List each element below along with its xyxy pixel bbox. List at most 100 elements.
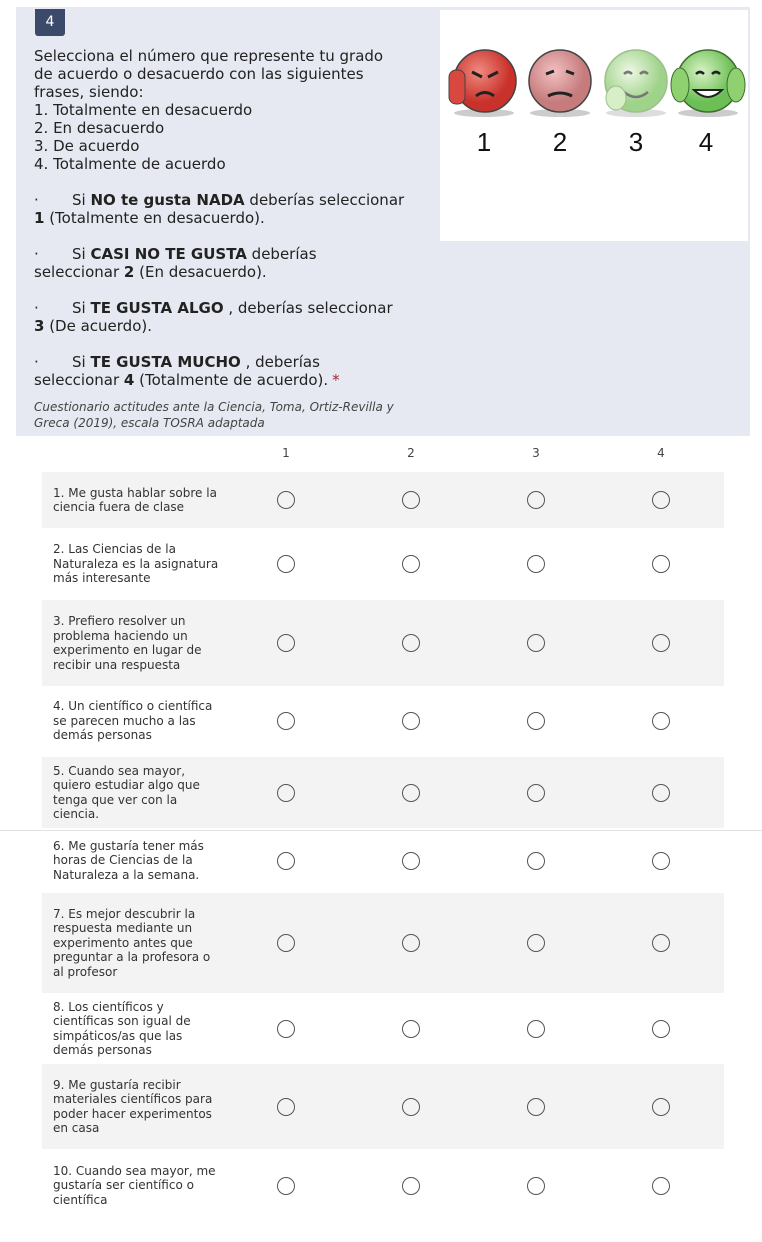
row-label: 5. Cuando sea mayor, quiero estudiar alg…	[53, 763, 200, 822]
case-middle: deberías seleccionar	[244, 191, 405, 209]
matrix-row: 7. Es mejor descubrir la respuesta media…	[42, 893, 724, 993]
case-prefix: Si	[72, 245, 91, 263]
radio-button[interactable]	[277, 1019, 295, 1038]
image-label: 1	[477, 127, 491, 157]
radio-button[interactable]	[277, 1176, 295, 1195]
radio-button[interactable]	[652, 634, 670, 652]
case-prefix: Si	[72, 353, 91, 371]
faces: 1 2 3 4	[448, 49, 746, 157]
question-text: Selecciona el número que represente tu g…	[34, 47, 406, 431]
radio-button[interactable]	[652, 491, 670, 509]
column-header: 1	[282, 446, 290, 460]
radio-button[interactable]	[652, 712, 670, 730]
case-number: 4	[123, 371, 135, 389]
radio-button[interactable]	[402, 491, 420, 509]
case-emphasis: CASI NO TE GUSTA	[90, 245, 247, 263]
matrix-row: 10. Cuando sea mayor, me gustaría ser ci…	[42, 1149, 724, 1222]
case: · Si NO te gusta NADA deberías selecciona…	[34, 191, 406, 227]
radio-button[interactable]	[652, 1176, 670, 1195]
case-suffix: (En desacuerdo).	[134, 263, 267, 281]
radio-button[interactable]	[527, 934, 545, 952]
matrix-row: 8. Los científicos y científicas son igu…	[42, 993, 724, 1064]
row-label: 4. Un científico o científica se parecen…	[53, 699, 213, 743]
face	[448, 49, 517, 117]
radio-button[interactable]	[402, 712, 420, 730]
radio-button[interactable]	[652, 555, 670, 573]
option: 3. De acuerdo	[34, 137, 140, 155]
case: · Si TE GUSTA ALGO , deberías seleccionar…	[34, 299, 406, 335]
matrix-row: 2. Las Ciencias de la Naturaleza es la a…	[42, 529, 724, 599]
radio-button[interactable]	[277, 851, 295, 870]
option: 1. Totalmente en desacuerdo	[34, 101, 253, 119]
radio-button[interactable]	[527, 634, 545, 652]
radio-button[interactable]	[277, 634, 295, 652]
row-label: 1. Me gusta hablar sobre la ciencia fuer…	[53, 485, 217, 515]
radio-button[interactable]	[277, 491, 295, 509]
row-label: 8. Los científicos y científicas son igu…	[53, 999, 191, 1058]
column-header: 4	[657, 446, 665, 460]
radio-button[interactable]	[402, 1176, 420, 1195]
radio-button[interactable]	[277, 555, 295, 573]
row-label: 2. Las Ciencias de la Naturaleza es la a…	[53, 542, 219, 586]
question-number: 4	[35, 9, 65, 36]
case-emphasis: TE GUSTA ALGO	[90, 299, 224, 317]
image-label: 4	[699, 127, 713, 157]
case-middle: deberías seleccionar	[34, 245, 317, 281]
cases: · Si NO te gusta NADA deberías selecciona…	[34, 191, 406, 389]
radio-button[interactable]	[652, 1097, 670, 1116]
citation: Cuestionario actitudes ante la Ciencia, …	[34, 400, 394, 430]
bullet: ·	[34, 191, 39, 209]
face	[528, 49, 592, 117]
radio-button[interactable]	[652, 1019, 670, 1038]
matrix-row: 1. Me gusta hablar sobre la ciencia fuer…	[42, 472, 724, 528]
case-number: 3	[34, 317, 45, 335]
question-box: 4 Selecciona el número que represente tu…	[16, 7, 750, 436]
matrix-row: 9. Me gustaría recibir materiales cientí…	[42, 1064, 724, 1149]
radio-button[interactable]	[527, 555, 545, 573]
case-number: 1	[34, 209, 45, 227]
radio-button[interactable]	[402, 555, 420, 573]
radio-button[interactable]	[527, 1176, 545, 1195]
radio-button[interactable]	[652, 851, 670, 870]
radio-button[interactable]	[527, 712, 545, 730]
case-number: 2	[123, 263, 135, 281]
matrix-row: 5. Cuando sea mayor, quiero estudiar alg…	[42, 757, 724, 828]
required-mark: *	[332, 371, 340, 389]
radio-button[interactable]	[402, 634, 420, 652]
case-emphasis: TE GUSTA MUCHO	[90, 353, 241, 371]
radio-button[interactable]	[402, 783, 420, 802]
radio-button[interactable]	[652, 934, 670, 952]
case-prefix: Si	[72, 191, 91, 209]
column-header: 3	[532, 446, 540, 460]
radio-button[interactable]	[527, 851, 545, 870]
radio-button[interactable]	[402, 1097, 420, 1116]
image-label: 3	[629, 127, 643, 157]
column-header: 2	[407, 446, 415, 460]
radio-button[interactable]	[527, 1019, 545, 1038]
radio-button[interactable]	[277, 712, 295, 730]
row-label: 7. Es mejor descubrir la respuesta media…	[53, 906, 211, 979]
radio-button[interactable]	[527, 491, 545, 509]
face	[604, 49, 668, 117]
radio-button[interactable]	[277, 1097, 295, 1116]
radio-button[interactable]	[402, 1019, 420, 1038]
case: · Si CASI NO TE GUSTA deberías selecciona…	[34, 245, 406, 281]
option: 2. En desacuerdo	[34, 119, 165, 137]
radio-button[interactable]	[277, 934, 295, 952]
bullet: ·	[34, 353, 39, 371]
radio-button[interactable]	[652, 783, 670, 802]
matrix-row: 3. Prefiero resolver un problema haciend…	[42, 600, 724, 686]
row-label: 3. Prefiero resolver un problema haciend…	[53, 614, 202, 672]
row-label: 6. Me gustaría tener más horas de Cienci…	[53, 838, 204, 882]
radio-button[interactable]	[402, 851, 420, 870]
matrix-row: 4. Un científico o científica se parecen…	[42, 686, 724, 756]
case-suffix: (De acuerdo).	[44, 317, 153, 335]
radio-button[interactable]	[527, 1097, 545, 1116]
bullet: ·	[34, 245, 39, 263]
case-middle: , deberías seleccionar	[34, 353, 320, 389]
radio-button[interactable]	[277, 783, 295, 802]
radio-button[interactable]	[402, 934, 420, 952]
radio-button[interactable]	[527, 783, 545, 802]
option: 4. Totalmente de acuerdo	[34, 155, 226, 173]
